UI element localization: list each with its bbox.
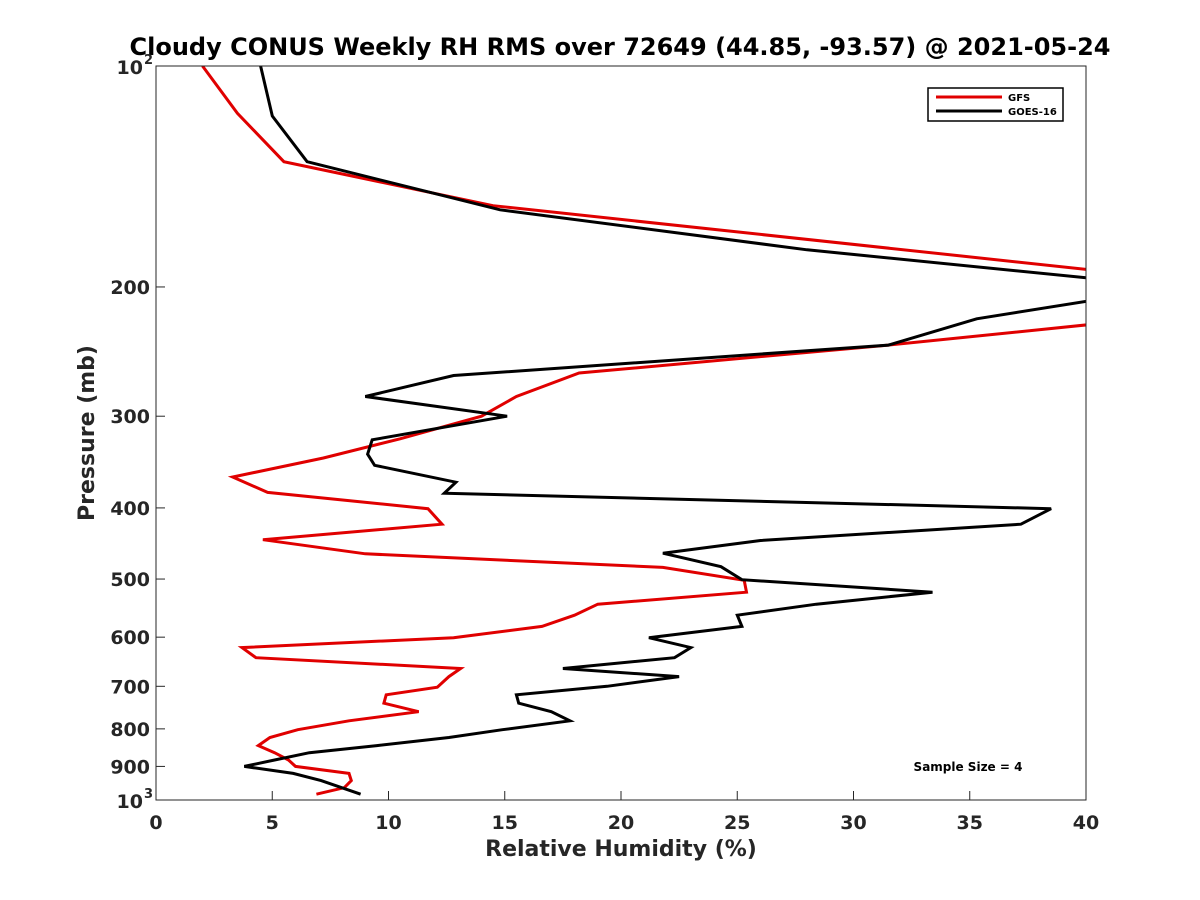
chart-title: Cloudy CONUS Weekly RH RMS over 72649 (4…	[130, 33, 1111, 61]
y-tick-label: 700	[110, 676, 150, 698]
y-tick-label: 200	[110, 277, 150, 299]
x-tick-label: 25	[724, 812, 750, 834]
x-tick-label: 20	[608, 812, 634, 834]
y-tick-label: 600	[110, 627, 150, 649]
legend-label: GOES-16	[1008, 107, 1057, 118]
y-tick-label: 800	[110, 719, 150, 741]
x-tick-label: 40	[1073, 812, 1099, 834]
x-tick-label: 5	[266, 812, 279, 834]
x-tick-label: 30	[840, 812, 866, 834]
y-tick-label-exponent: 3	[144, 787, 153, 802]
legend-box	[927, 87, 1064, 122]
x-tick-label: 35	[957, 812, 983, 834]
x-tick-label: 10	[375, 812, 401, 834]
legend: GFS GOES-16	[927, 87, 1064, 122]
x-tick-label: 0	[149, 812, 162, 834]
x-axis-ticks: 0 5 10 15 20 25 30 35 40	[149, 791, 1099, 834]
y-tick-label: 500	[110, 569, 150, 591]
y-tick-label: 400	[110, 498, 150, 520]
y-axis-label: Pressure (mb)	[75, 345, 100, 521]
y-tick-label-exponent: 2	[144, 53, 153, 68]
y-tick-label: 900	[110, 756, 150, 778]
y-tick-label: 10	[117, 791, 143, 813]
legend-label: GFS	[1008, 93, 1030, 104]
sample-size-annotation: Sample Size = 4	[914, 760, 1023, 774]
y-tick-label: 10	[117, 57, 143, 79]
y-tick-label-base: 10	[117, 57, 143, 79]
series-layer	[201, 66, 1086, 796]
x-axis-label: Relative Humidity (%)	[485, 837, 757, 862]
series-line-gfs	[201, 66, 1086, 796]
series-line-goes-16	[243, 66, 1086, 796]
x-tick-label: 15	[492, 812, 518, 834]
y-tick-label: 300	[110, 406, 150, 428]
y-tick-label-base: 10	[117, 791, 143, 813]
